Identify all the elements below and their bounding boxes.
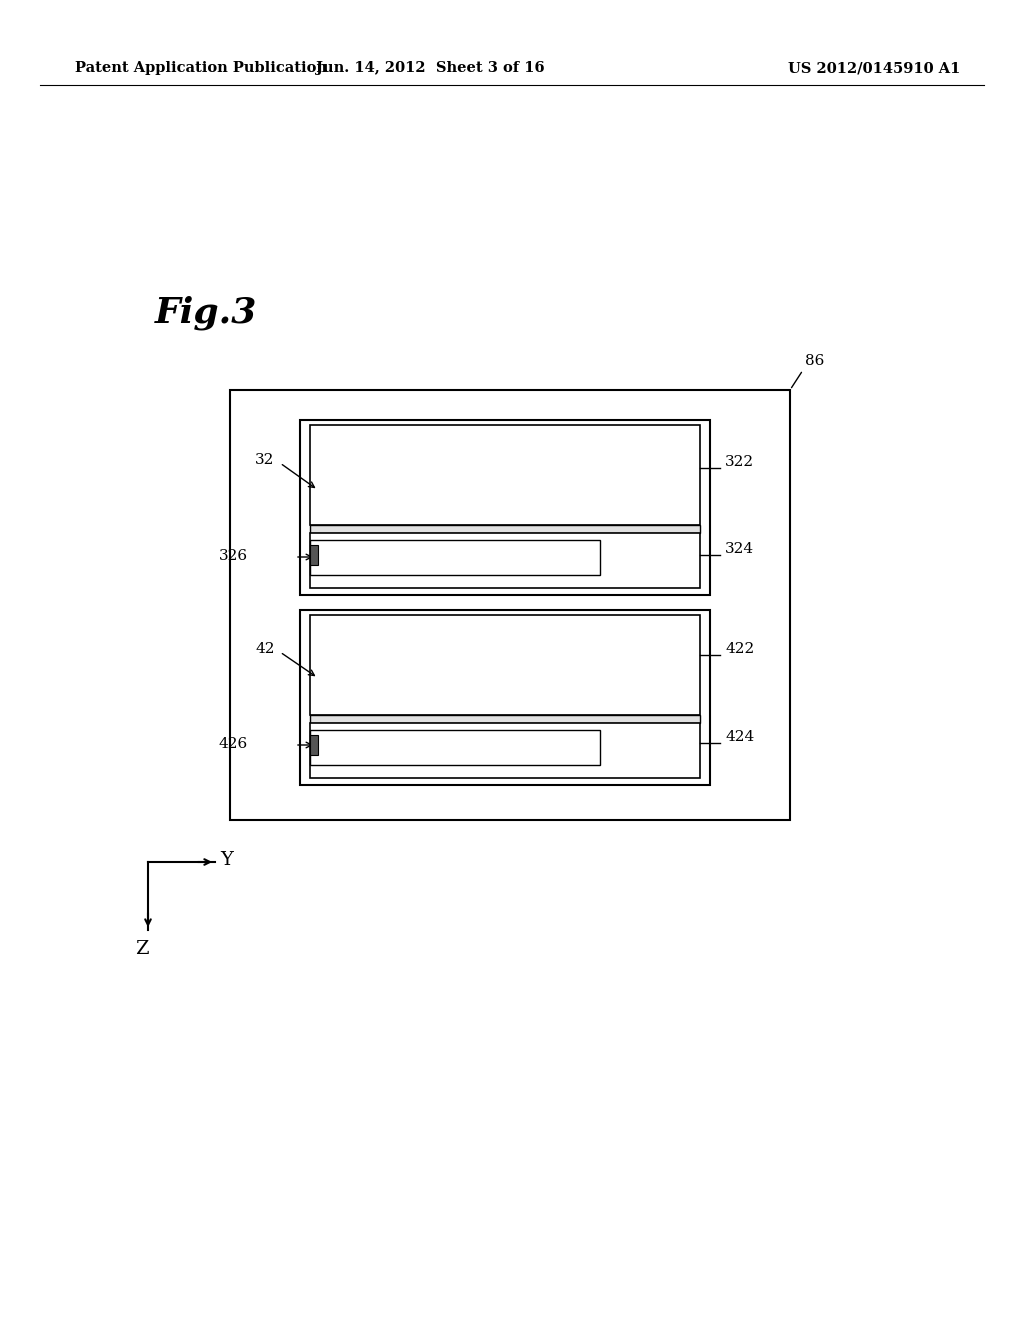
- Text: 424: 424: [725, 730, 755, 744]
- Text: 42: 42: [255, 642, 274, 656]
- Bar: [310, 425, 700, 525]
- Text: Jun. 14, 2012  Sheet 3 of 16: Jun. 14, 2012 Sheet 3 of 16: [315, 61, 545, 75]
- Bar: [310, 540, 600, 576]
- Text: US 2012/0145910 A1: US 2012/0145910 A1: [787, 61, 961, 75]
- Bar: [310, 735, 318, 755]
- Text: 422: 422: [725, 642, 755, 656]
- Text: Fig.3: Fig.3: [155, 294, 257, 330]
- Bar: [310, 533, 700, 587]
- Text: Z: Z: [135, 940, 148, 958]
- Bar: [310, 545, 318, 565]
- Text: 324: 324: [725, 543, 754, 556]
- Text: Patent Application Publication: Patent Application Publication: [75, 61, 327, 75]
- Bar: [310, 723, 700, 777]
- Bar: [310, 525, 700, 533]
- Bar: [310, 615, 700, 715]
- Text: 86: 86: [805, 354, 824, 368]
- Bar: [310, 715, 700, 723]
- Text: 326: 326: [219, 549, 248, 564]
- Bar: [300, 420, 710, 595]
- Text: 32: 32: [255, 453, 274, 467]
- Text: 322: 322: [725, 455, 754, 469]
- Text: 426: 426: [219, 737, 248, 751]
- Bar: [310, 730, 600, 766]
- Bar: [300, 610, 710, 785]
- Bar: [230, 389, 790, 820]
- Text: Y: Y: [220, 851, 232, 869]
